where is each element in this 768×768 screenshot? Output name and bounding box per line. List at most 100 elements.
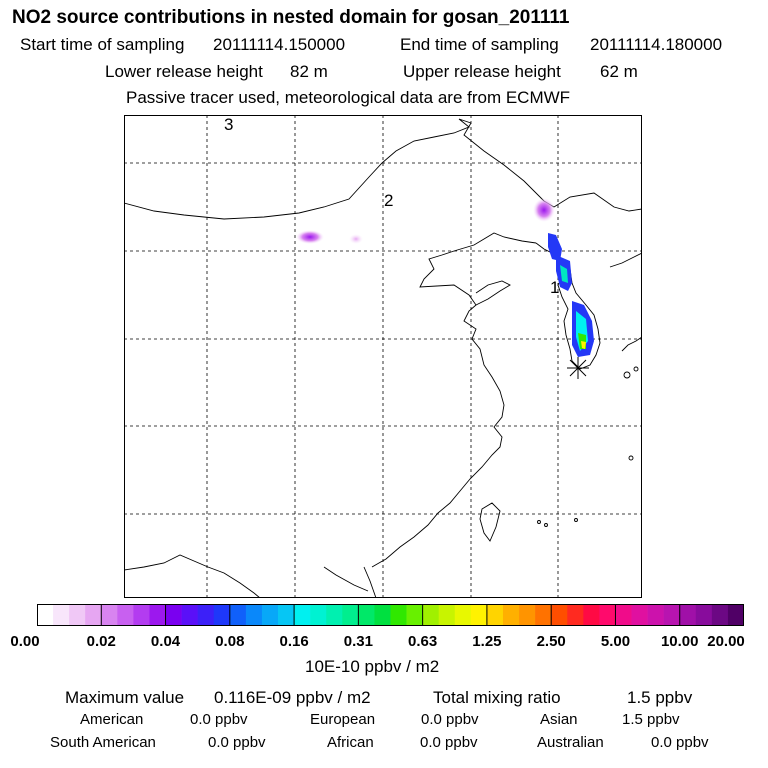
plume-korea-south-peak: [581, 341, 586, 349]
region-value: 1.5 ppbv: [622, 711, 680, 728]
color-scale-cell: [567, 604, 584, 626]
color-scale-frame: [37, 604, 744, 626]
color-scale-cell: [117, 604, 134, 626]
color-scale-cell: [342, 604, 359, 626]
region-name: American: [80, 711, 144, 728]
color-scale-cell: [486, 604, 504, 626]
plume-korea-mid-core: [560, 265, 568, 283]
color-scale-cell: [390, 604, 407, 626]
color-scale-cell: [711, 604, 729, 626]
plume-inland-west: [296, 230, 324, 244]
color-scale-cell: [165, 604, 182, 626]
color-scale-cell: [502, 604, 520, 626]
color-tick: 0.02: [86, 633, 116, 650]
color-scale-cell: [663, 604, 681, 626]
region-name: African: [327, 734, 374, 751]
region-label-3: 3: [224, 115, 234, 134]
region-value: 0.0 ppbv: [651, 734, 709, 751]
map-canvas: [124, 115, 642, 598]
end-time-value: 20111114.180000: [590, 35, 723, 54]
region-value: 0.0 ppbv: [421, 711, 479, 728]
color-tick: 10.00: [660, 633, 699, 650]
color-scale-cell: [727, 604, 744, 626]
color-scale-cell: [374, 604, 391, 626]
start-time-value: 20111114.150000: [213, 35, 346, 54]
receptor-star-icon: [567, 357, 589, 379]
color-scale-cell: [69, 604, 86, 626]
color-scale-cell: [261, 604, 279, 626]
map-panel: 3 2 1: [124, 115, 642, 598]
color-scale-cell: [37, 604, 54, 626]
color-scale-cell: [406, 604, 423, 626]
map-title: NO2 source contributions in nested domai…: [12, 7, 570, 28]
color-scale-bar: [37, 604, 744, 626]
upper-release-value: 62 m: [600, 62, 638, 81]
color-tick: 1.25: [472, 633, 502, 650]
max-value-label: Maximum value: [65, 688, 185, 707]
region-value: 0.0 ppbv: [420, 734, 478, 751]
color-scale-cell: [647, 604, 664, 626]
concentration-plumes: [296, 198, 594, 357]
color-scale-cell: [599, 604, 616, 626]
color-scale-cell: [519, 604, 536, 626]
color-scale-cell: [149, 604, 166, 626]
color-scale-cell: [470, 604, 488, 626]
color-scale-cell: [615, 604, 632, 626]
color-scale-cell: [181, 604, 198, 626]
color-tick: 0.31: [343, 633, 373, 650]
region-value: 0.0 ppbv: [190, 711, 248, 728]
color-tick: 5.00: [600, 633, 631, 650]
color-scale-cell: [278, 604, 295, 626]
region-label-2: 2: [384, 191, 394, 210]
color-tick: 0.04: [150, 633, 181, 650]
total-mixing-label: Total mixing ratio: [433, 688, 561, 707]
color-scale-cell: [454, 604, 472, 626]
color-tick: 20.00: [707, 633, 745, 650]
region-label-1: 1: [550, 278, 560, 297]
plume-inland-east: [349, 234, 363, 244]
region-name: South American: [50, 734, 156, 751]
color-tick: 0.16: [279, 633, 309, 650]
color-scale-cell: [197, 604, 215, 626]
color-tick: 0.08: [215, 633, 245, 650]
upper-release-label: Upper release height: [403, 62, 561, 81]
tracer-note: Passive tracer used, meteorological data…: [126, 88, 571, 107]
color-scale-cell: [583, 604, 600, 626]
start-time-label: Start time of sampling: [20, 35, 185, 54]
color-scale-cell: [310, 604, 327, 626]
region-name: Australian: [537, 734, 604, 751]
region-name: European: [310, 711, 376, 728]
color-scale-cell: [535, 604, 552, 626]
color-tick: 0.00: [10, 633, 40, 650]
color-scale-cell: [85, 604, 102, 626]
color-scale-cell: [133, 604, 150, 626]
color-tick: 2.50: [536, 633, 566, 650]
max-value: 0.116E-09 ppbv / m2: [214, 688, 371, 707]
color-scale-unit: 10E-10 ppbv / m2: [305, 657, 440, 676]
color-scale-cell: [213, 604, 231, 626]
end-time-label: End time of sampling: [400, 35, 559, 54]
color-scale-cell: [229, 604, 247, 626]
color-scale-cell: [695, 604, 713, 626]
color-scale-cell: [438, 604, 456, 626]
color-scale-cell: [245, 604, 263, 626]
color-scale-cell: [551, 604, 568, 626]
total-mixing-value: 1.5 ppbv: [627, 688, 693, 707]
color-scale-cell: [631, 604, 648, 626]
color-scale-cell: [53, 604, 70, 626]
region-value: 0.0 ppbv: [208, 734, 266, 751]
lower-release-label: Lower release height: [105, 62, 263, 81]
plume-korea-north: [548, 233, 562, 261]
color-scale-cell: [326, 604, 343, 626]
color-scale-cell: [101, 604, 118, 626]
lat-lon-grid: [124, 115, 642, 598]
color-tick: 0.63: [408, 633, 438, 650]
color-scale-cell: [422, 604, 440, 626]
color-scale-cell: [679, 604, 697, 626]
region-name: Asian: [540, 711, 578, 728]
color-scale-cell: [294, 604, 311, 626]
coastlines: [124, 118, 642, 598]
color-scale-cell: [358, 604, 375, 626]
plume-northeast: [533, 198, 555, 222]
lower-release-value: 82 m: [290, 62, 328, 81]
